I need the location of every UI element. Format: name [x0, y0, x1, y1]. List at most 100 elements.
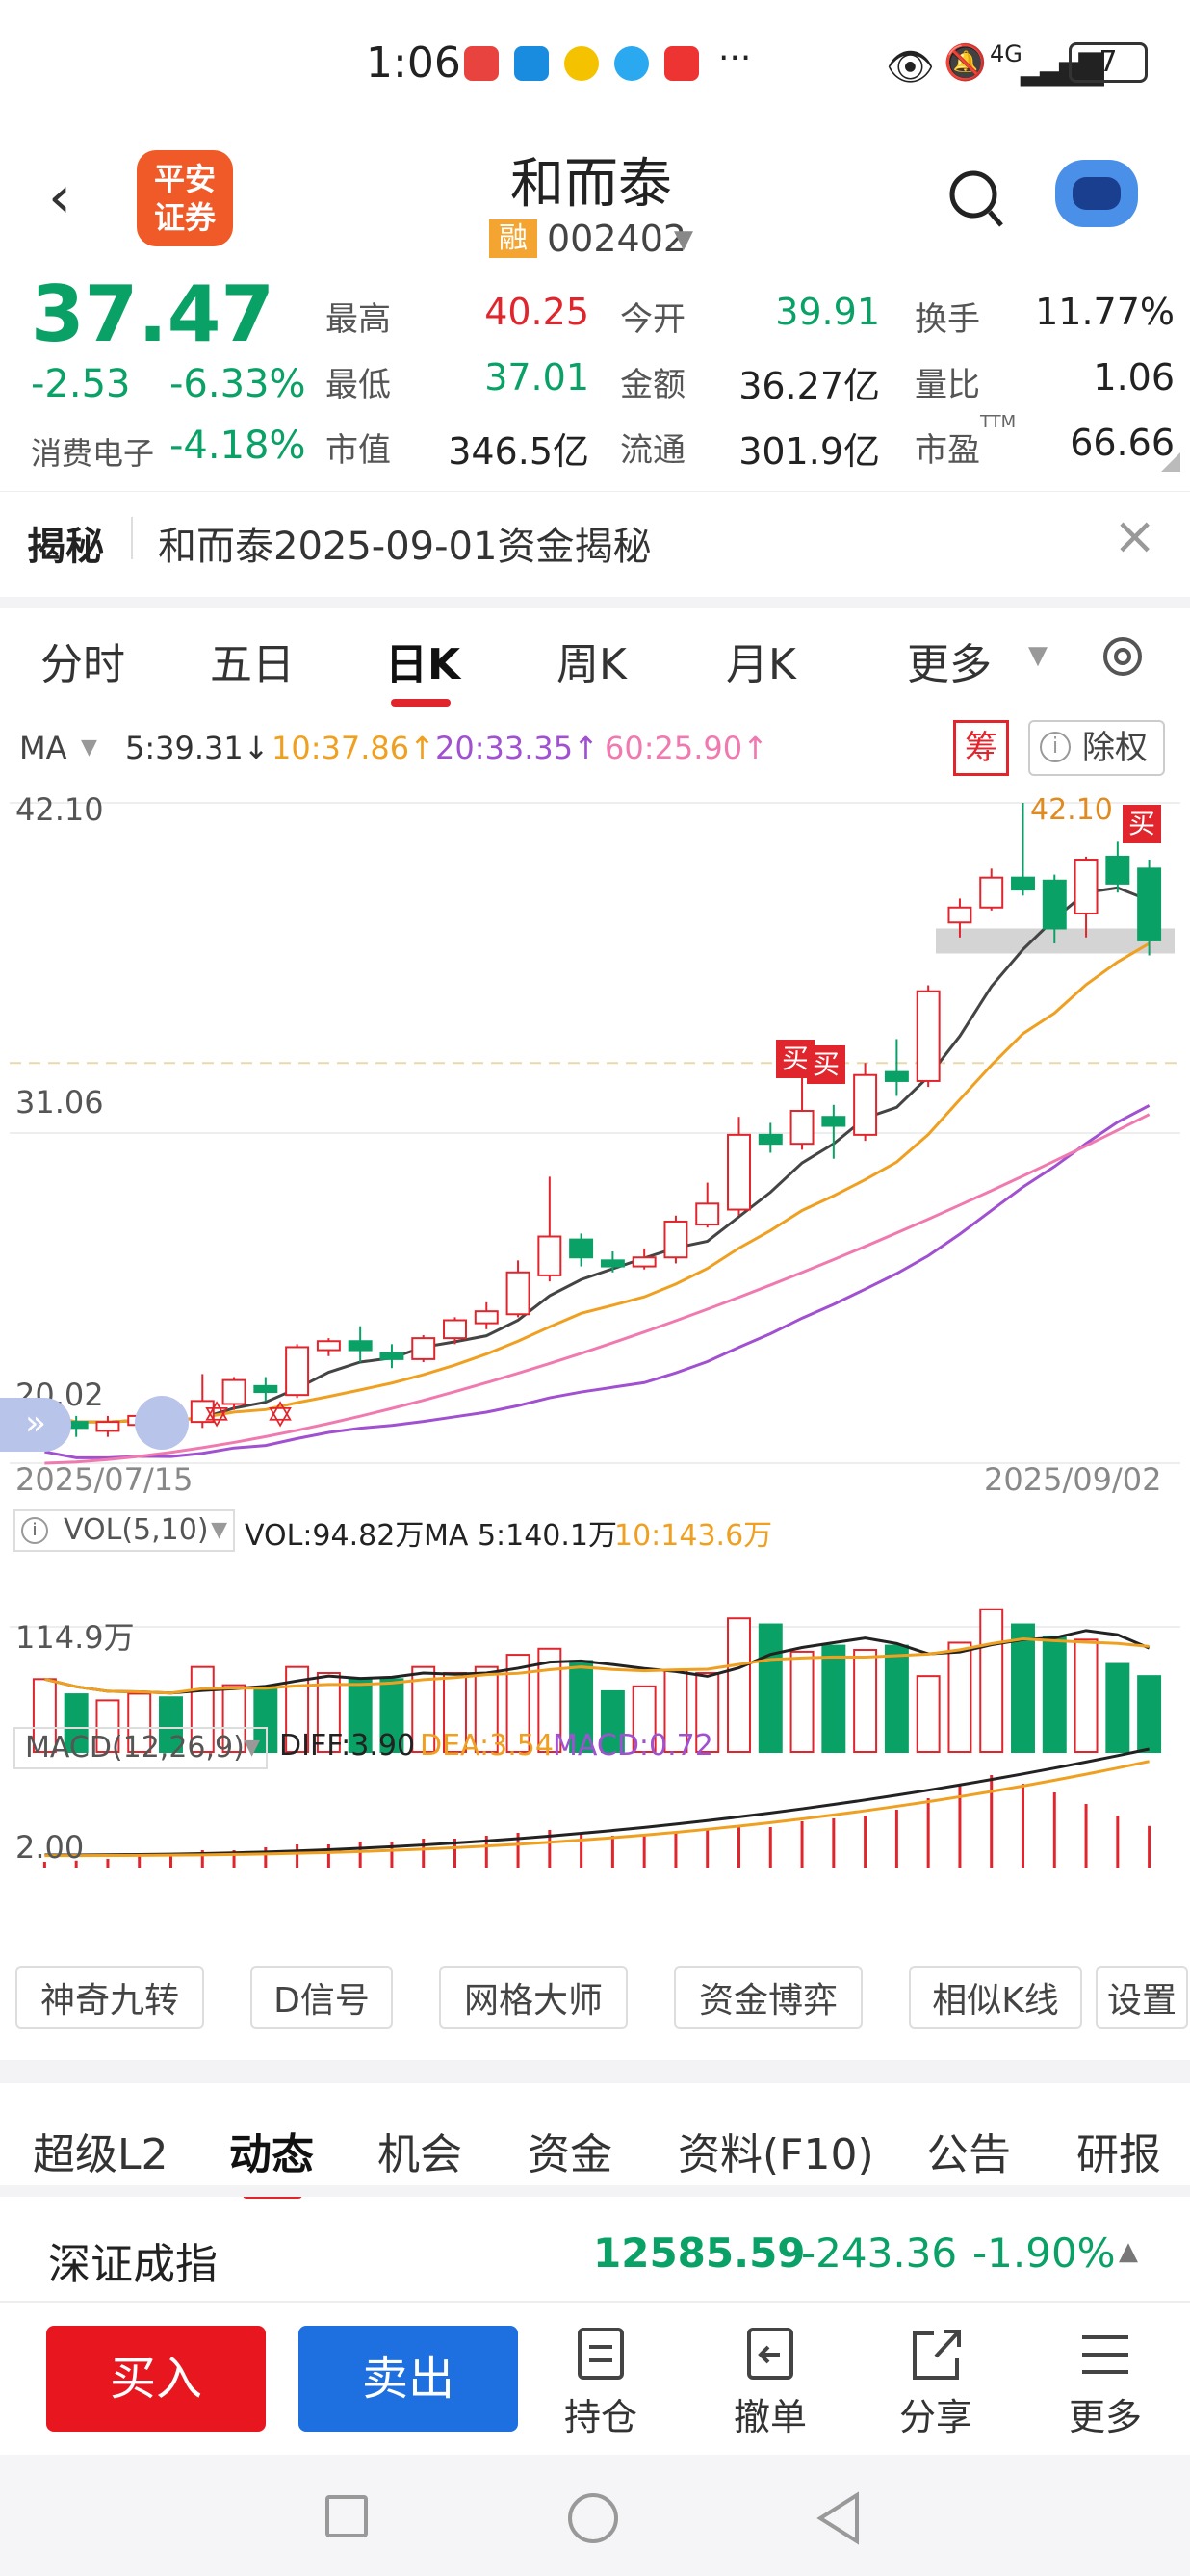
tool-button[interactable]: 相似K线 [909, 1966, 1082, 2029]
status-time: 1:06 [366, 39, 461, 88]
ma10-value: 10:37.86↑ [272, 730, 435, 766]
index-pct: -1.90% [972, 2229, 1116, 2277]
candle-body [1042, 879, 1067, 930]
volume-bar [695, 1672, 720, 1753]
quote-field-label: 最低 [325, 366, 391, 404]
candle-body [1105, 855, 1130, 885]
app-icon [514, 46, 549, 81]
close-icon[interactable]: × [1113, 505, 1157, 566]
tab-info[interactable]: 研报 [1076, 2130, 1161, 2179]
ai-robot-icon[interactable] [1055, 160, 1138, 227]
document-icon [578, 2328, 624, 2380]
tab-info[interactable]: 资料(F10) [678, 2130, 874, 2179]
volume-bar [411, 1665, 436, 1754]
tool-button[interactable]: 神奇九转 [15, 1966, 204, 2029]
share-button[interactable]: 分享 [888, 2322, 984, 2438]
holdings-button[interactable]: 持仓 [553, 2322, 649, 2438]
sell-button[interactable]: 卖出 [298, 2326, 518, 2432]
quote-field-value: 36.27亿 [738, 365, 880, 407]
candle-body [348, 1340, 373, 1352]
tool-button[interactable]: 设置 [1096, 1966, 1188, 2029]
volume-bar [1137, 1675, 1162, 1754]
tool-button[interactable]: 网格大师 [439, 1966, 628, 2029]
candle-body [1074, 859, 1099, 914]
mute-icon: 🔕 [944, 43, 987, 83]
quote-field-label: 市值 [325, 431, 391, 470]
macd-dea: DEA:3.54 [420, 1729, 554, 1763]
quote-panel: 37.47 -2.53 -6.33% 消费电子 -4.18% 最高 40.25 今开… [0, 270, 1190, 483]
vol-ma10: 10:143.6万 [614, 1519, 773, 1553]
tab-info[interactable]: 机会 [377, 2130, 462, 2179]
tab-period[interactable]: 分时 [40, 640, 125, 689]
volume-bar [127, 1692, 152, 1754]
quote-field-value: 301.9亿 [738, 430, 880, 473]
tab-info[interactable]: 动态 [229, 2130, 314, 2179]
candle-body [443, 1319, 467, 1340]
candle-body [758, 1133, 783, 1146]
chip-button[interactable]: 筹 [953, 720, 1009, 776]
tab-info[interactable]: 超级L2 [33, 2130, 168, 2179]
vol-indicator-select[interactable]: i VOL(5,10) ▼ [13, 1509, 235, 1552]
cancel-order-button[interactable]: 撤单 [722, 2322, 818, 2438]
date-start: 2025/07/15 [15, 1461, 194, 1498]
index-ticker[interactable]: 深证成指 12585.59 -243.36 -1.90% ▲ [0, 2185, 1190, 2301]
quote-field-label: 流通 [620, 431, 686, 470]
volume-bar [727, 1617, 751, 1753]
tab-period[interactable]: 日K [385, 640, 461, 689]
candle-body [411, 1337, 436, 1360]
tab-info[interactable]: 公告 [926, 2130, 1011, 2179]
macd-dea-line [44, 1760, 1150, 1858]
battery-icon: 7 [1069, 42, 1148, 83]
tool-button[interactable]: D信号 [250, 1966, 393, 2029]
ma-label[interactable]: MA [19, 730, 67, 766]
stock-name: 和而泰 [510, 153, 672, 216]
candle-body [253, 1384, 278, 1394]
tab-period[interactable]: 周K [556, 640, 627, 689]
chevron-up-icon[interactable]: ▲ [1119, 2237, 1138, 2266]
expand-panel-icon[interactable]: » [0, 1398, 71, 1452]
broker-logo: 平安 证券 [137, 150, 233, 246]
quote-field-label: 换手 [915, 300, 980, 339]
quote-field-label: 金额 [620, 366, 686, 404]
back-icon[interactable]: ‹ [48, 164, 71, 231]
tab-period[interactable]: 月K [726, 640, 796, 689]
quote-field-value: 346.5亿 [448, 430, 589, 473]
buy-button[interactable]: 买入 [46, 2326, 266, 2432]
recents-icon[interactable] [325, 2495, 368, 2537]
sector-name: 消费电子 [31, 435, 155, 472]
back-nav-icon[interactable] [815, 2491, 863, 2545]
macd-indicator-select[interactable]: MACD(12,26,9) ▼ [13, 1727, 268, 1769]
price-change-pct: -6.33% [169, 362, 306, 406]
quote-field-label: 市盈 [915, 431, 980, 470]
gear-icon[interactable] [1098, 631, 1148, 682]
volume-bar [64, 1693, 89, 1753]
capital-reveal-banner[interactable]: 揭秘 和而泰2025-09-01资金揭秘 × [0, 491, 1190, 587]
adjust-button[interactable]: i 除权 [1028, 720, 1165, 776]
volume-bar [916, 1675, 941, 1754]
candle-body [853, 1073, 878, 1136]
date-end: 2025/09/02 [984, 1461, 1162, 1498]
tab-more[interactable]: 更多 [907, 640, 992, 689]
volume-bar [758, 1623, 783, 1753]
ma5-value: 5:39.31↓ [125, 730, 270, 766]
tool-button[interactable]: 资金博弈 [674, 1966, 863, 2029]
candle-body [916, 990, 941, 1082]
vol-ma10-line [44, 1636, 1150, 1695]
tab-info[interactable]: 资金 [528, 2130, 612, 2179]
volume-bar [1074, 1638, 1099, 1753]
trade-actions: 买入 卖出 持仓 撤单 分享 更多 [0, 2301, 1190, 2455]
home-icon[interactable] [568, 2493, 618, 2543]
kline-chart-panel[interactable]: MA ▼ 5:39.31↓ 10:37.86↑ 20:33.35↑ 60:25.… [0, 703, 1190, 1945]
quote-field-label: 今开 [620, 300, 686, 339]
macd-axis-label: 2.00 [15, 1829, 85, 1866]
tab-period[interactable]: 五日 [210, 640, 295, 689]
more-button[interactable]: 更多 [1057, 2322, 1153, 2438]
volume-bar [505, 1654, 530, 1753]
candle-body [221, 1378, 246, 1405]
menu-icon [1082, 2335, 1128, 2374]
fullscreen-icon[interactable] [135, 1396, 189, 1450]
search-icon[interactable] [947, 167, 1005, 229]
macd-value: MACD:0.72 [553, 1729, 713, 1763]
ma60-value: 60:25.90↑ [605, 730, 768, 766]
chevron-down-icon[interactable]: ▼ [674, 225, 693, 254]
